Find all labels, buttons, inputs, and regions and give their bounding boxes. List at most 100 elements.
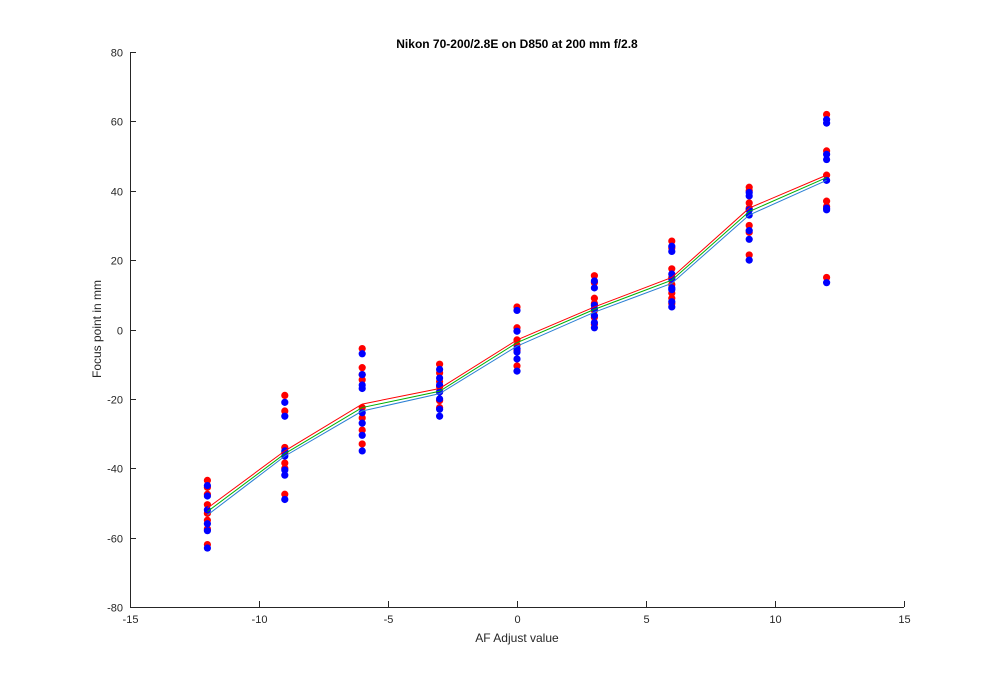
data-point bbox=[358, 376, 366, 384]
data-point bbox=[823, 279, 831, 287]
y-tick-label: 80 bbox=[111, 48, 123, 60]
data-point bbox=[203, 544, 211, 552]
data-point bbox=[668, 247, 676, 256]
data-point bbox=[590, 284, 599, 292]
y-tick-label: -80 bbox=[107, 603, 123, 615]
data-point bbox=[436, 395, 444, 403]
data-point bbox=[745, 251, 753, 259]
data-point bbox=[436, 365, 444, 373]
data-point bbox=[358, 447, 366, 455]
fit-line-0 bbox=[207, 174, 827, 509]
data-point bbox=[281, 466, 289, 474]
data-point bbox=[203, 481, 211, 490]
data-point bbox=[823, 197, 831, 205]
data-point bbox=[668, 265, 676, 273]
data-point bbox=[513, 367, 521, 375]
data-point bbox=[436, 405, 444, 413]
data-point bbox=[823, 171, 831, 179]
scatter-series-1 bbox=[203, 116, 831, 552]
data-point bbox=[436, 360, 444, 368]
data-point bbox=[823, 155, 831, 164]
data-point bbox=[358, 370, 366, 379]
data-point bbox=[513, 327, 521, 335]
data-point bbox=[358, 350, 366, 358]
data-point bbox=[823, 273, 831, 282]
data-point bbox=[281, 490, 289, 498]
data-point bbox=[203, 527, 211, 535]
x-tick-label: 0 bbox=[514, 614, 520, 626]
y-tick-label: -40 bbox=[107, 464, 123, 476]
data-point bbox=[203, 476, 211, 484]
x-ticks: -15 -10 -5 0 5 10 15 bbox=[123, 601, 911, 626]
data-point bbox=[436, 374, 444, 382]
data-point bbox=[745, 227, 753, 235]
fit-line-1 bbox=[207, 177, 827, 513]
x-tick-label: -5 bbox=[384, 614, 394, 626]
data-point bbox=[203, 506, 211, 514]
data-point bbox=[358, 431, 366, 439]
data-point bbox=[590, 318, 599, 327]
y-tick-label: 20 bbox=[111, 256, 123, 268]
data-point bbox=[513, 362, 521, 370]
data-point bbox=[823, 206, 831, 214]
x-tick-label: 15 bbox=[898, 614, 910, 626]
data-point bbox=[436, 412, 444, 420]
data-point bbox=[358, 440, 366, 448]
plot-area bbox=[203, 110, 831, 552]
data-point bbox=[358, 414, 366, 422]
data-point bbox=[668, 242, 676, 250]
data-point bbox=[436, 381, 444, 389]
x-tick-label: -15 bbox=[123, 614, 139, 626]
fit-line-2 bbox=[207, 179, 827, 516]
data-point bbox=[668, 303, 676, 311]
data-point bbox=[513, 306, 521, 315]
data-point bbox=[281, 391, 289, 400]
data-point bbox=[513, 348, 521, 356]
data-point bbox=[358, 384, 366, 393]
data-point bbox=[513, 355, 521, 363]
chart-title: Nikon 70-200/2.8E on D850 at 200 mm f/2.… bbox=[396, 37, 638, 51]
data-point bbox=[668, 298, 676, 306]
y-tick-label: -20 bbox=[107, 395, 123, 407]
data-point bbox=[823, 110, 831, 119]
data-point bbox=[590, 294, 599, 302]
y-axis-label: Focus point in mm bbox=[90, 280, 104, 378]
data-point bbox=[745, 256, 753, 264]
data-point bbox=[281, 459, 289, 467]
data-point bbox=[358, 426, 366, 434]
data-point bbox=[590, 277, 599, 285]
data-point bbox=[281, 398, 289, 406]
data-point bbox=[590, 312, 599, 320]
y-tick-label: -60 bbox=[107, 534, 123, 546]
y-tick-label: 0 bbox=[117, 326, 123, 338]
data-point bbox=[668, 286, 676, 294]
data-point bbox=[281, 471, 289, 479]
data-point bbox=[358, 364, 366, 372]
data-point bbox=[745, 192, 753, 200]
data-point bbox=[358, 344, 366, 353]
x-axis-label: AF Adjust value bbox=[475, 631, 559, 645]
y-ticks: -80 -60 -40 -20 0 20 40 60 80 bbox=[107, 48, 136, 615]
data-point bbox=[358, 419, 366, 427]
data-point bbox=[590, 324, 599, 332]
x-tick-label: -10 bbox=[252, 614, 268, 626]
axes bbox=[130, 52, 904, 608]
data-point bbox=[745, 199, 753, 207]
x-tick-label: 10 bbox=[769, 614, 781, 626]
data-point bbox=[203, 492, 211, 500]
data-point bbox=[281, 495, 289, 504]
data-point bbox=[590, 272, 599, 280]
x-tick-label: 5 bbox=[643, 614, 649, 626]
data-point bbox=[823, 150, 831, 158]
data-point bbox=[745, 235, 753, 243]
data-point bbox=[281, 407, 289, 415]
data-point bbox=[281, 412, 289, 420]
data-point bbox=[203, 520, 211, 528]
data-point bbox=[745, 221, 753, 230]
data-point bbox=[668, 237, 676, 245]
data-point bbox=[823, 119, 831, 127]
y-tick-label: 40 bbox=[111, 187, 123, 199]
y-tick-label: 60 bbox=[111, 117, 123, 129]
data-point bbox=[745, 206, 753, 214]
